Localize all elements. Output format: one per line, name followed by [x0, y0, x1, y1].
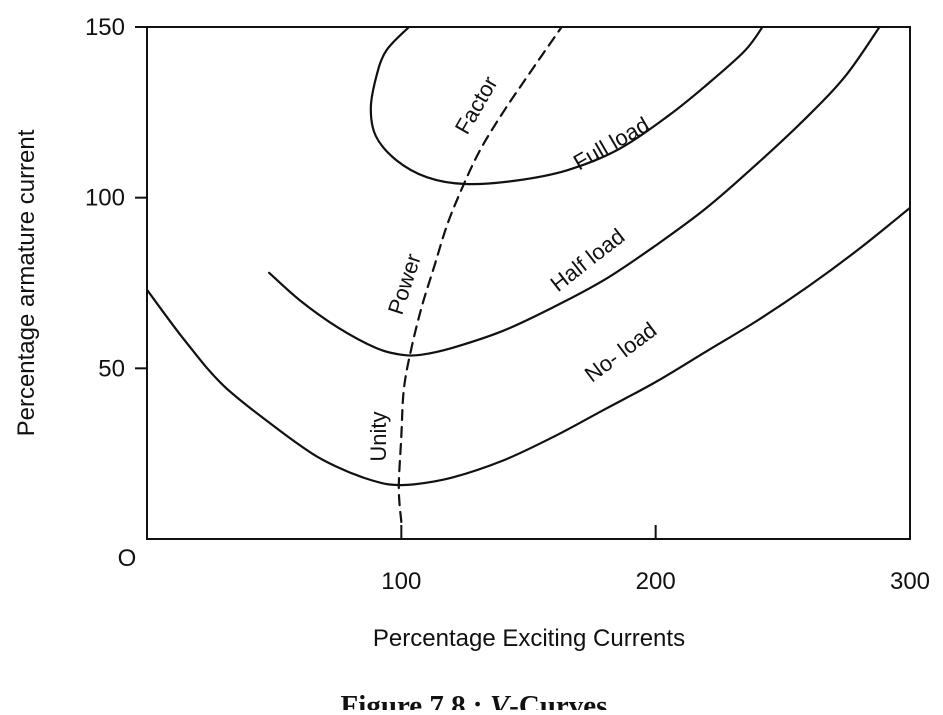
unity-label: Unity [366, 412, 391, 462]
x-axis-title: Percentage Exciting Currents [373, 625, 685, 652]
y-tick-label: 100 [85, 185, 125, 212]
tick-labels: 100 200 300 50 100 150 [85, 14, 930, 595]
caption-italic: V [490, 690, 512, 710]
origin-label: O [118, 545, 137, 572]
x-tick-label: 100 [381, 568, 421, 595]
half-load-curve [268, 27, 881, 357]
x-tick-label: 300 [890, 568, 930, 595]
tick-marks [135, 26, 911, 539]
factor-label: Factor [450, 72, 503, 139]
unity-power-factor-curve [397, 27, 563, 523]
caption-prefix: Figure 7.8 : [341, 690, 490, 710]
power-label: Power [383, 251, 426, 318]
caption-suffix: -Curves [509, 690, 607, 710]
full-load-curve [369, 27, 764, 186]
y-axis-title: Percentage armature current [13, 129, 40, 436]
y-tick-label: 50 [98, 355, 125, 382]
figure-caption: Figure 7.8 : V-Curves [341, 690, 608, 710]
half-load-label: Half load [546, 223, 630, 296]
curves [147, 27, 910, 523]
no-load-label: No- load [580, 317, 661, 387]
no-load-curve [147, 206, 910, 487]
full-load-label: Full load [569, 112, 654, 175]
x-tick-label: 200 [636, 568, 676, 595]
plot-frame [146, 26, 911, 540]
y-tick-label: 150 [85, 14, 125, 41]
